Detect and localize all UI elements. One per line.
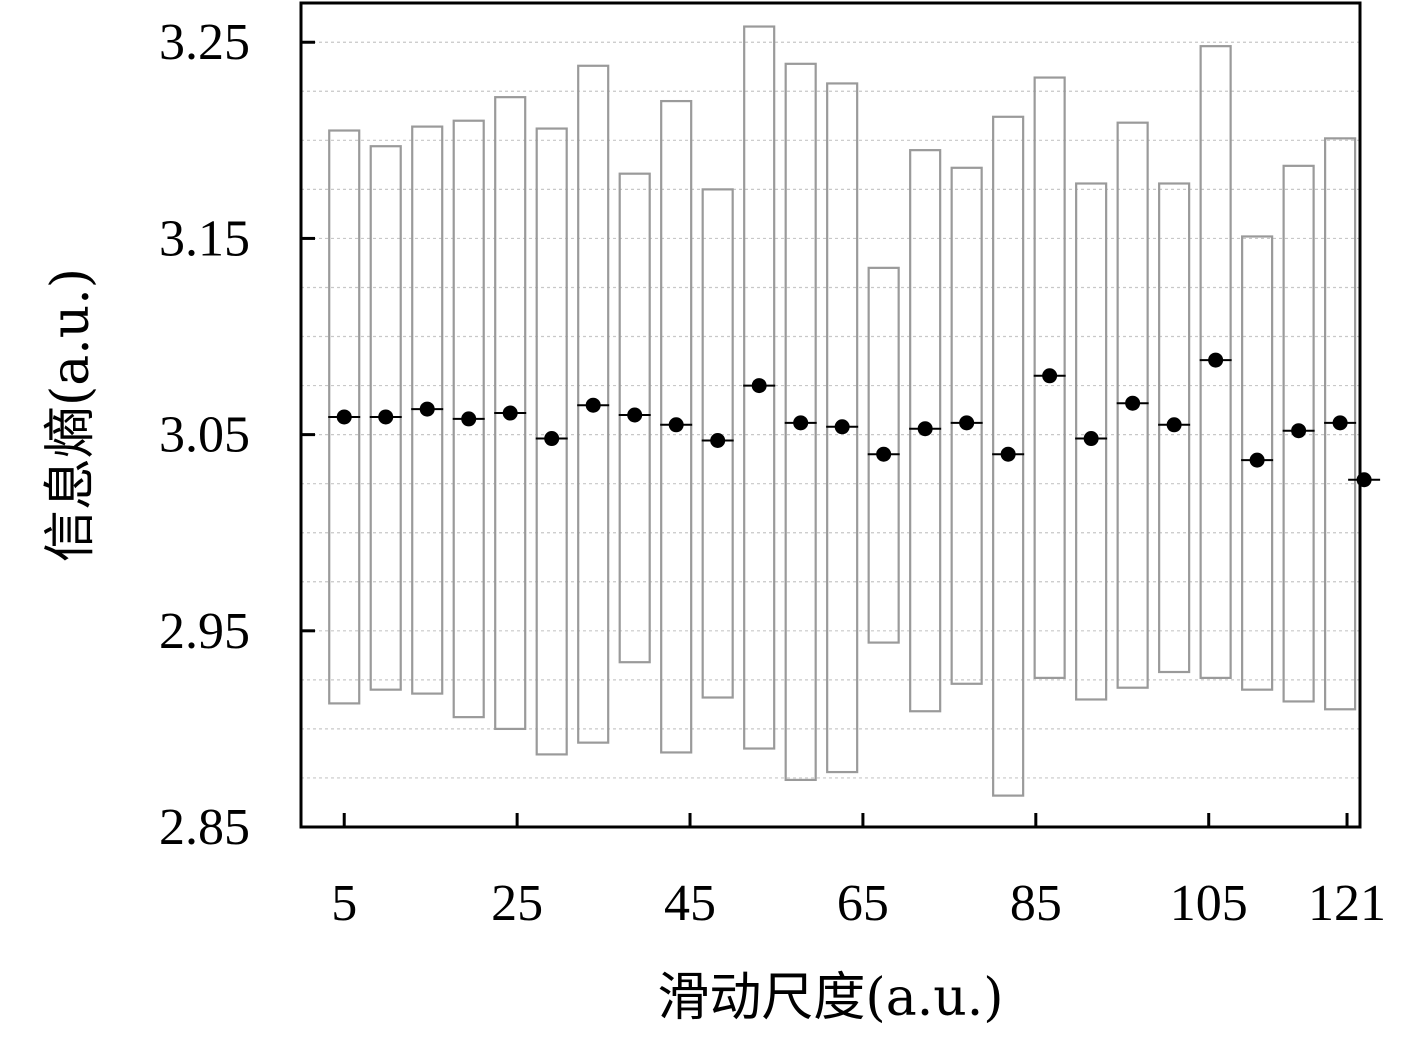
x-tick-label: 45 (664, 875, 716, 932)
y-tick-label: 3.15 (159, 210, 250, 267)
mean-point (1208, 352, 1224, 368)
box (950, 166, 983, 685)
mean-point (502, 405, 518, 421)
y-tick-label: 3.25 (159, 14, 250, 71)
mean-point (751, 378, 767, 394)
box (992, 115, 1025, 797)
x-axis-ticks: 5 25 45 65 85 105 121 (331, 813, 1386, 932)
mean-point (793, 415, 809, 431)
mean-point (1249, 452, 1265, 468)
mean-point (419, 401, 435, 417)
mean-point (1332, 415, 1348, 431)
box (1282, 164, 1315, 703)
x-tick-label: 121 (1308, 875, 1386, 932)
y-tick-label: 3.05 (159, 407, 250, 464)
mean-point (1166, 417, 1182, 433)
y-axis-ticks: 2.85 2.95 3.05 3.15 3.25 (159, 14, 315, 856)
box (1116, 121, 1149, 689)
mean-point (959, 415, 975, 431)
box (1033, 76, 1066, 679)
x-tick-label: 85 (1010, 875, 1062, 932)
mean-point (461, 411, 477, 427)
x-tick-label: 5 (331, 875, 357, 932)
mean-point (710, 433, 726, 449)
box (1075, 182, 1108, 701)
box (909, 149, 942, 713)
box (743, 25, 776, 750)
grid-lines (301, 41, 1360, 779)
x-tick-label: 25 (491, 875, 543, 932)
mean-point (336, 409, 352, 425)
box (701, 188, 734, 699)
box (535, 127, 568, 756)
mean-point (876, 446, 892, 462)
y-tick-label: 2.85 (159, 799, 250, 856)
box (618, 172, 651, 664)
mean-point (668, 417, 684, 433)
mean-point (378, 409, 394, 425)
mean-point (1000, 446, 1016, 462)
mean-point (627, 407, 643, 423)
mean-point (1291, 423, 1307, 439)
x-axis-title: 滑动尺度(a.u.) (657, 968, 1003, 1028)
mean-points (328, 352, 1381, 488)
box (660, 99, 693, 754)
mean-point (834, 419, 850, 435)
box (1241, 235, 1274, 691)
mean-point (1083, 431, 1099, 447)
mean-point (1042, 368, 1058, 384)
mean-point (1125, 395, 1141, 411)
mean-point (544, 431, 560, 447)
mean-point (585, 397, 601, 413)
y-axis-title: 信息熵(a.u.) (41, 268, 101, 562)
box (1158, 182, 1191, 674)
plot-frame (299, 1, 1362, 829)
x-tick-label: 105 (1170, 875, 1248, 932)
mean-point (917, 421, 933, 437)
box (1199, 45, 1232, 679)
x-tick-label: 65 (837, 875, 889, 932)
y-tick-label: 2.95 (159, 603, 250, 660)
